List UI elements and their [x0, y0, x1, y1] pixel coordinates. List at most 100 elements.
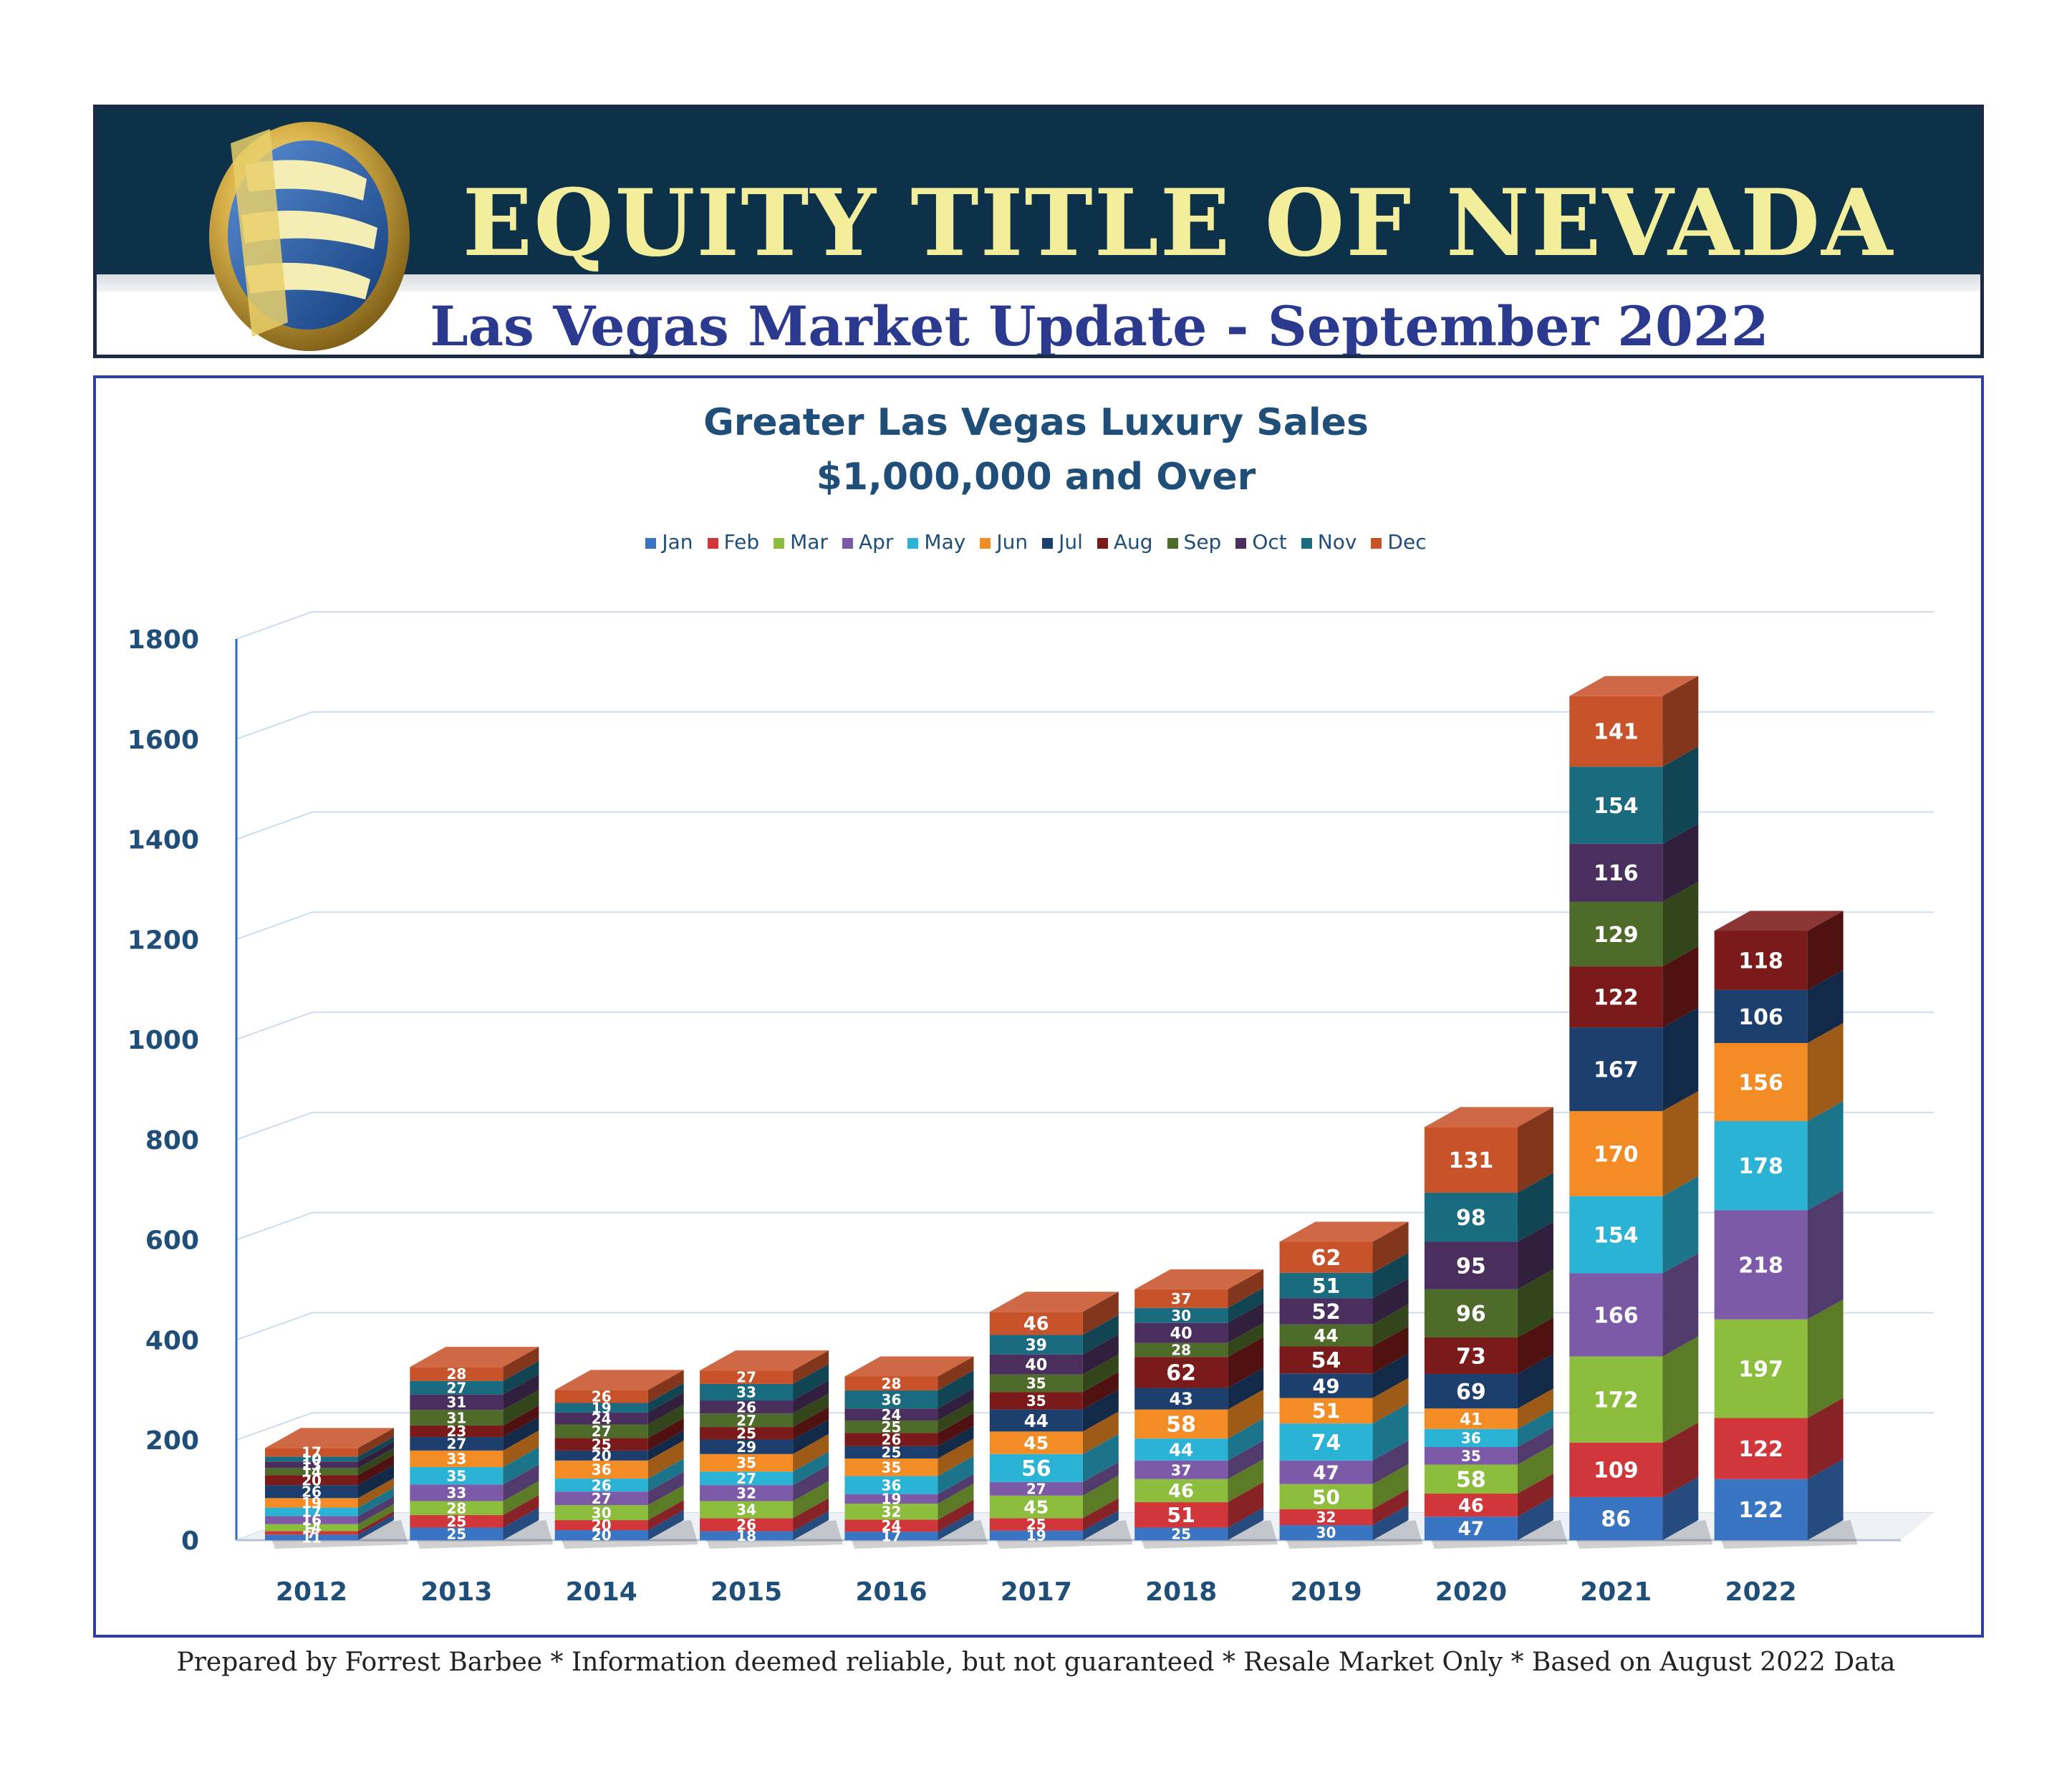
- data-label: 25: [446, 1513, 466, 1530]
- x-tick-label: 2022: [1725, 1577, 1797, 1607]
- y-tick-label: 1200: [127, 926, 199, 955]
- bar-segment-side: [793, 1363, 829, 1401]
- bar-segment-side: [938, 1483, 974, 1520]
- data-label: 17: [302, 1444, 322, 1461]
- bar-segment-side: [358, 1441, 394, 1469]
- bar-segment: [265, 1516, 358, 1524]
- data-label: 167: [1594, 1057, 1639, 1082]
- bar-segment: [1134, 1527, 1228, 1540]
- bar-segment: [1134, 1409, 1228, 1439]
- bar-segment: [554, 1450, 648, 1461]
- data-label: 39: [1026, 1337, 1047, 1355]
- bar-segment: [1424, 1241, 1518, 1289]
- bar-segment-side: [938, 1370, 974, 1409]
- bar-segment-side: [647, 1370, 684, 1403]
- bar-segment: [700, 1471, 794, 1486]
- bar-segment: [1569, 1273, 1663, 1357]
- data-label: 172: [1594, 1388, 1639, 1413]
- bar-segment: [554, 1390, 648, 1403]
- bar-segment: [700, 1485, 794, 1501]
- bar-segment: [700, 1383, 794, 1401]
- bar-top: [265, 1428, 394, 1448]
- x-tick-label: 2020: [1435, 1577, 1507, 1607]
- data-label: 36: [881, 1476, 901, 1494]
- data-label: 116: [1594, 861, 1639, 886]
- header-banner: EQUITY TITLE OF NEVADA Las Vegas Market …: [93, 105, 1984, 358]
- bar-segment-side: [1082, 1433, 1119, 1482]
- bar-segment: [700, 1400, 794, 1414]
- bar-segment-side: [938, 1356, 974, 1391]
- data-label: 28: [446, 1499, 466, 1517]
- data-label: 20: [592, 1447, 612, 1464]
- data-label: 45: [1023, 1497, 1049, 1518]
- legend-swatch: [1235, 537, 1247, 549]
- bar-segment-side: [1228, 1440, 1264, 1479]
- data-label: 26: [592, 1388, 612, 1405]
- bar-segment: [1279, 1346, 1373, 1374]
- data-label: 170: [1594, 1142, 1639, 1167]
- data-label: 27: [736, 1470, 756, 1487]
- bar-segment: [554, 1424, 648, 1438]
- legend-label: Mar: [790, 530, 828, 554]
- bar-segment: [554, 1491, 648, 1506]
- x-tick-label: 2016: [855, 1577, 927, 1607]
- bar-segment: [1714, 1319, 1808, 1418]
- bar-segment-side: [1228, 1507, 1264, 1540]
- legend-item: Jul: [1042, 530, 1083, 554]
- data-label: 50: [1312, 1485, 1340, 1509]
- gridline: [236, 611, 313, 640]
- bar-segment-side: [1082, 1475, 1119, 1519]
- bar-segment: [1279, 1460, 1373, 1484]
- bar-segment-side: [503, 1417, 539, 1451]
- bar-segment: [1424, 1517, 1518, 1540]
- data-label: 26: [302, 1483, 322, 1500]
- bar-segment: [1569, 1027, 1663, 1112]
- bar-segment: [989, 1374, 1083, 1393]
- legend-label: Jun: [996, 530, 1028, 554]
- bar-segment: [265, 1524, 358, 1532]
- bar-segment: [1714, 1210, 1808, 1320]
- bar-segment: [989, 1431, 1083, 1454]
- data-label: 36: [592, 1461, 612, 1479]
- x-tick-label: 2013: [420, 1577, 492, 1607]
- bar-segment: [1714, 1043, 1808, 1122]
- bar-segment: [844, 1494, 938, 1504]
- bar-segment-side: [647, 1383, 684, 1413]
- data-label: 86: [1601, 1507, 1631, 1532]
- bar-segment-side: [1807, 1459, 1844, 1540]
- gridline: [236, 1211, 313, 1241]
- bar-segment: [554, 1520, 648, 1531]
- bar-segment-side: [647, 1485, 684, 1521]
- bar-segment: [1424, 1408, 1518, 1429]
- bar-segment: [1279, 1373, 1373, 1398]
- bar-segment: [700, 1439, 794, 1454]
- bar-segment: [1134, 1307, 1228, 1323]
- bar-segment: [1279, 1272, 1373, 1299]
- bar-segment: [1134, 1479, 1228, 1502]
- bar-segment: [844, 1420, 938, 1433]
- legend-swatch: [774, 537, 785, 549]
- bar-segment: [1424, 1127, 1518, 1193]
- bar-segment-side: [1082, 1354, 1119, 1393]
- legend-swatch: [980, 537, 991, 549]
- bar-segment-side: [1228, 1337, 1264, 1388]
- data-label: 96: [1456, 1302, 1486, 1327]
- bar-segment-side: [503, 1464, 539, 1501]
- legend-swatch: [907, 537, 919, 549]
- data-label: 26: [592, 1476, 612, 1494]
- bar-segment-side: [1228, 1302, 1264, 1343]
- bar-top: [1714, 910, 1844, 931]
- bar-segment-side: [1372, 1378, 1409, 1424]
- data-label: 122: [1738, 1437, 1783, 1462]
- bar-segment: [265, 1461, 358, 1469]
- y-tick-label: 1600: [127, 726, 199, 755]
- bar-segment: [554, 1438, 648, 1451]
- footer-disclaimer: Prepared by Forrest Barbee * Information…: [176, 1648, 1896, 1677]
- bar-segment-side: [1228, 1418, 1264, 1461]
- legend-swatch: [1371, 537, 1382, 549]
- data-label: 56: [1021, 1456, 1051, 1481]
- legend-item: Nov: [1301, 530, 1357, 554]
- bar-segment-side: [1372, 1505, 1409, 1540]
- data-label: 14: [302, 1463, 322, 1480]
